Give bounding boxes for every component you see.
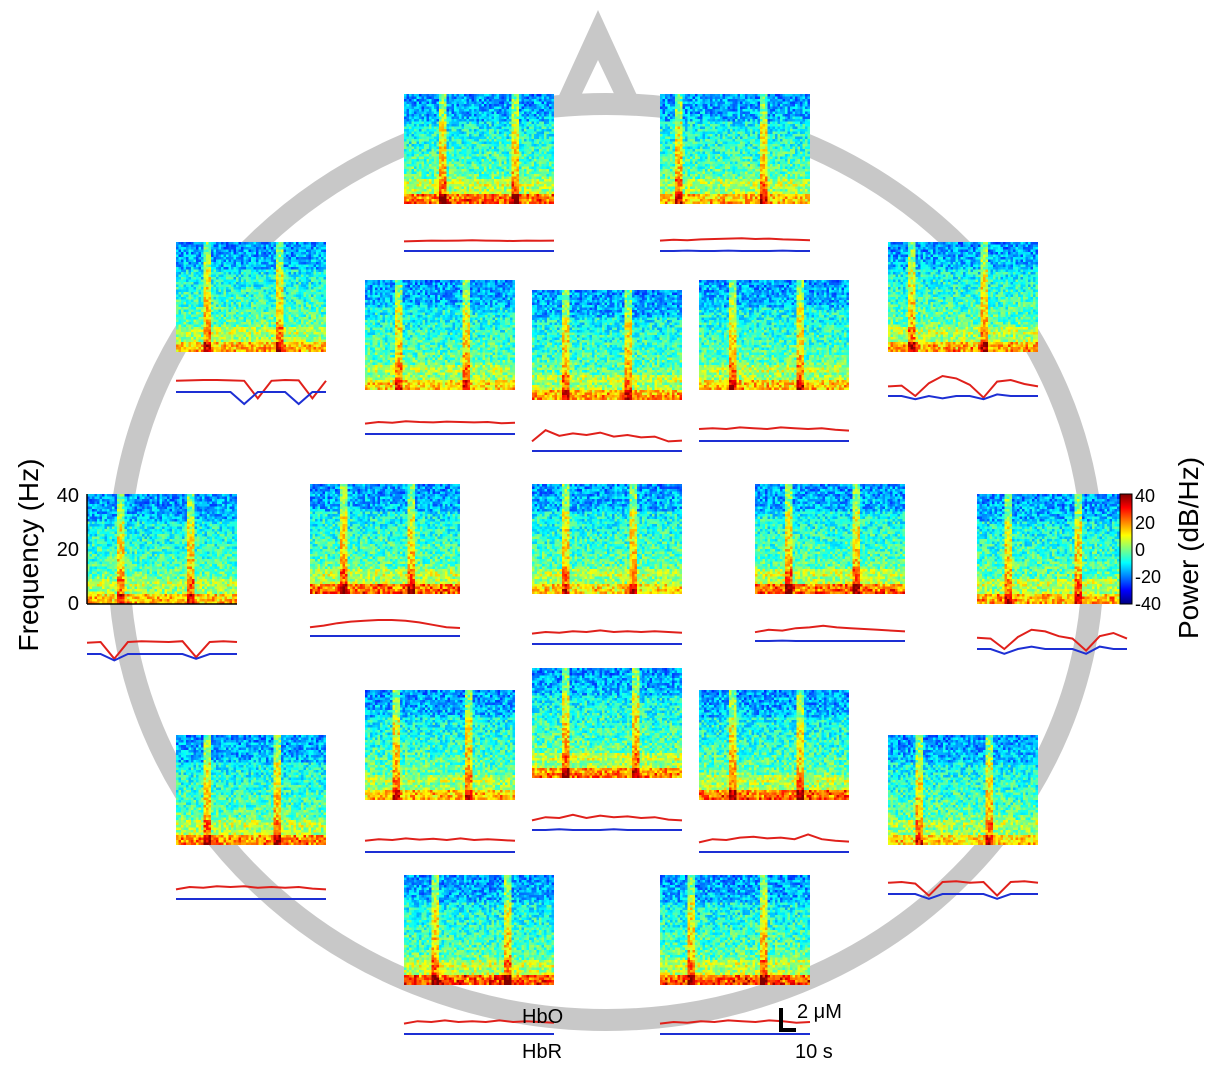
- hbo-trace-ch15: [698, 833, 850, 844]
- hbo-trace-ch5: [531, 429, 683, 443]
- channel-ch2: [659, 94, 811, 252]
- hbr-trace-ch7: [888, 393, 1038, 401]
- colorbar-tick-neg40: -40: [1135, 594, 1161, 614]
- hbo-trace-ch16: [175, 885, 327, 891]
- hbo-trace-ch7: [887, 374, 1039, 400]
- colorbar-tick-20: 20: [1135, 513, 1155, 533]
- channel-ch6: [698, 280, 850, 442]
- channel-ch7: [887, 242, 1039, 401]
- channel-ch11: [754, 484, 906, 642]
- hbr-trace-ch3: [176, 391, 326, 406]
- channel-ch14: [531, 668, 683, 831]
- channel-ch13: [364, 690, 516, 853]
- spectrogram-ch1: [404, 94, 554, 204]
- colorbar: 40 20 0 -20 -40 Power (dB/Hz): [1119, 457, 1204, 639]
- spectrogram-ch4: [365, 280, 515, 390]
- spectrogram-ch10: [532, 484, 682, 594]
- spectrogram-ch8: [87, 494, 237, 604]
- spectrogram-ch17: [888, 735, 1038, 845]
- channel-ch5: [531, 290, 683, 452]
- channel-panels: [86, 94, 1128, 1035]
- hbo-trace-ch13: [364, 837, 516, 842]
- channel-ch10: [531, 484, 683, 645]
- hbo-trace-ch12: [976, 628, 1128, 652]
- spectrogram-ch5: [532, 290, 682, 400]
- channel-ch18: [403, 875, 555, 1035]
- channel-ch3: [175, 242, 327, 406]
- spectrogram-ch6: [699, 280, 849, 390]
- scale-bar-lines: [779, 1008, 796, 1032]
- hbr-trace-ch17: [888, 893, 1038, 900]
- channel-ch17: [887, 735, 1039, 900]
- colorbar-title: Power (dB/Hz): [1173, 457, 1204, 639]
- hbo-trace-ch14: [531, 813, 683, 822]
- hbo-trace-ch18: [403, 1019, 555, 1025]
- channel-ch8: [86, 494, 238, 662]
- channel-ch4: [364, 280, 516, 435]
- spectrogram-ch19: [660, 875, 810, 985]
- scale-bar: 2 μM 10 s: [779, 1001, 842, 1063]
- hbr-trace-ch14: [532, 828, 682, 831]
- y-tick-label-40: 40: [57, 485, 79, 507]
- channel-ch1: [403, 94, 555, 252]
- spectrogram-ch9: [310, 484, 460, 594]
- hbo-trace-ch2: [659, 237, 811, 242]
- head-nose: [556, 10, 640, 102]
- hbo-trace-ch6: [698, 426, 850, 432]
- hbo-trace-ch10: [531, 629, 683, 635]
- frequency-axis: 40 20 0 Frequency (Hz): [13, 459, 237, 652]
- hbo-trace-ch19: [659, 1019, 811, 1025]
- hbo-trace-ch3: [175, 378, 327, 401]
- colorbar-tick-0: 0: [1135, 540, 1145, 560]
- colorbar-tick-40: 40: [1135, 486, 1155, 506]
- spectrogram-ch18: [404, 875, 554, 985]
- channel-ch12: [976, 494, 1128, 655]
- hbo-trace-ch17: [887, 880, 1039, 898]
- scale-bar-time: 10 s: [795, 1041, 833, 1063]
- hbo-trace-ch8: [86, 640, 238, 661]
- channel-ch15: [698, 690, 850, 853]
- scale-bar-amplitude: 2 μM: [797, 1001, 842, 1023]
- hbo-trace-ch11: [754, 624, 906, 634]
- spectrogram-ch15: [699, 690, 849, 800]
- spectrogram-ch7: [888, 242, 1038, 352]
- legend-hbo-label: HbO: [522, 1006, 563, 1028]
- hbo-trace-ch4: [364, 420, 516, 425]
- spectrogram-ch13: [365, 690, 515, 800]
- channel-ch9: [309, 484, 461, 637]
- spectrogram-ch16: [176, 735, 326, 845]
- hbr-trace-ch12: [977, 645, 1127, 655]
- spectrogram-ch3: [176, 242, 326, 352]
- channel-ch16: [175, 735, 327, 900]
- spectrogram-ch2: [660, 94, 810, 204]
- legend: HbO HbR: [522, 1006, 563, 1063]
- channel-ch19: [659, 875, 811, 1035]
- hbr-trace-ch8: [87, 653, 237, 662]
- colorbar-ramp: [1119, 493, 1133, 605]
- hbo-trace-ch1: [403, 239, 555, 243]
- y-tick-label-0: 0: [68, 593, 79, 615]
- colorbar-tick-neg20: -20: [1135, 567, 1161, 587]
- spectrogram-ch11: [755, 484, 905, 594]
- y-axis-title: Frequency (Hz): [13, 459, 44, 652]
- legend-hbr-label: HbR: [522, 1041, 562, 1063]
- y-tick-label-20: 20: [57, 539, 79, 561]
- hbo-trace-ch9: [309, 619, 461, 629]
- spectrogram-ch14: [532, 668, 682, 778]
- spectrogram-ch12: [977, 494, 1127, 604]
